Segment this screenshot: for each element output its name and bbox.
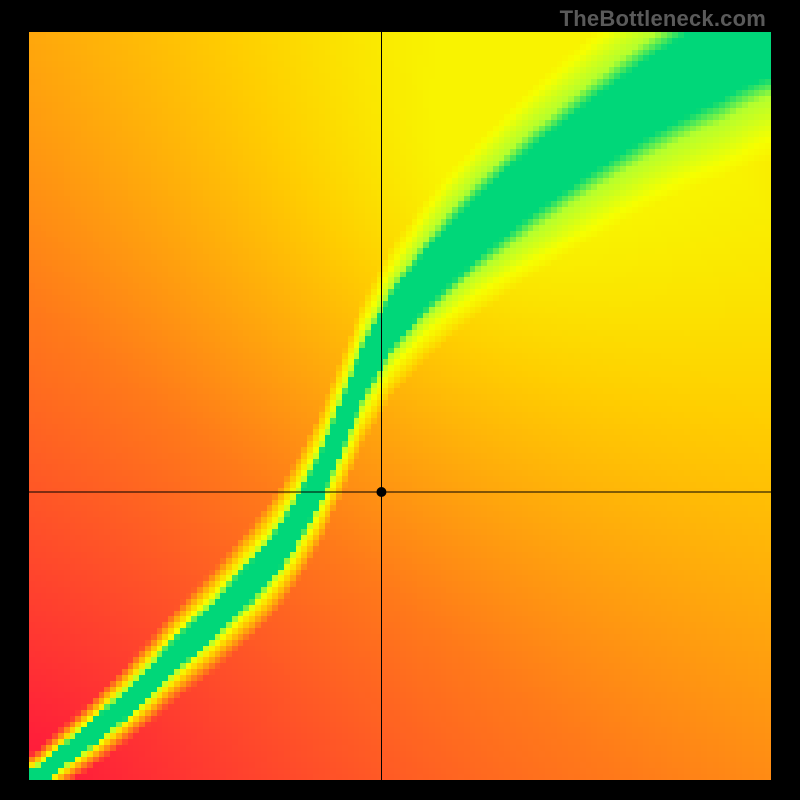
- plot-area: [29, 32, 771, 780]
- bottleneck-heatmap: [29, 32, 771, 780]
- watermark-text: TheBottleneck.com: [560, 6, 766, 32]
- chart-frame: TheBottleneck.com: [0, 0, 800, 800]
